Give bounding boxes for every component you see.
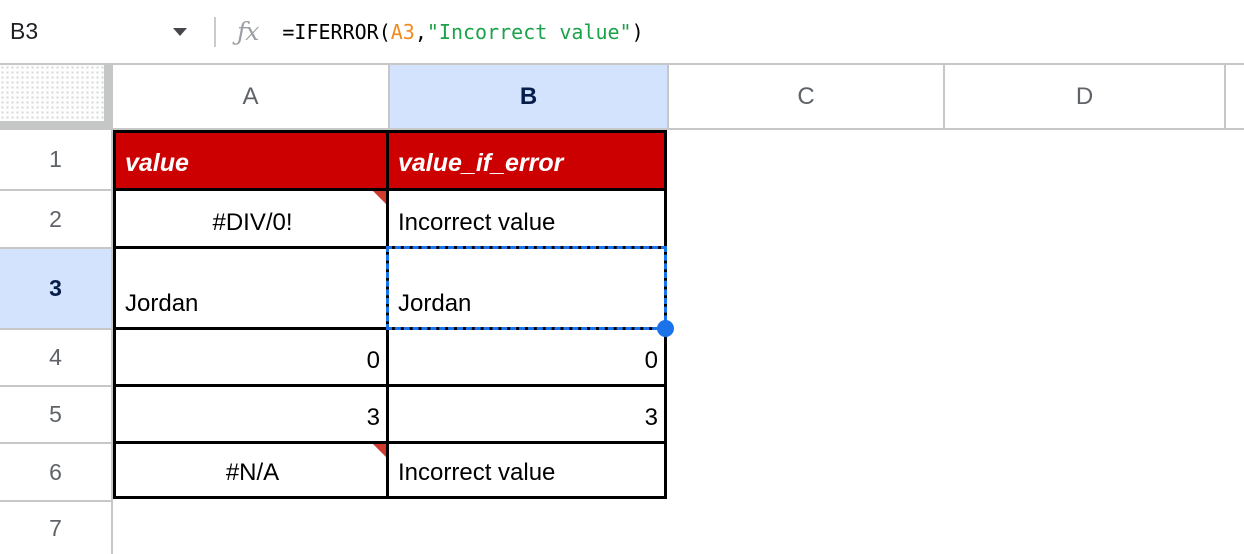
toolbar-divider [214, 16, 216, 47]
cell-b6[interactable]: Incorrect value [389, 444, 664, 496]
column-header-c[interactable]: C [667, 65, 943, 128]
column-header-d[interactable]: D [943, 65, 1224, 128]
cell-b2[interactable]: Incorrect value [389, 191, 664, 246]
formula-input[interactable]: =IFERROR(A3,"Incorrect value") [282, 20, 643, 44]
note-corner-icon [373, 444, 386, 457]
row-header-3[interactable]: 3 [0, 249, 111, 330]
row-header-5[interactable]: 5 [0, 387, 111, 444]
cell-a6-text: #N/A [225, 459, 280, 486]
formula-token-string: "Incorrect value" [426, 19, 632, 44]
formula-token: =IFERROR( [282, 19, 391, 44]
name-box[interactable]: B3 [0, 12, 196, 52]
formula-toolbar: B3 ƒx =IFERROR(A3,"Incorrect value") [0, 0, 1244, 65]
cell-b1[interactable]: value_if_error [389, 133, 664, 188]
cell-a2-text: #DIV/0! [212, 209, 293, 236]
formula-token-range: A3 [390, 19, 415, 44]
function-fx-icon: ƒx [237, 17, 259, 46]
row-header-7[interactable]: 7 [49, 514, 62, 541]
select-all-corner[interactable] [0, 65, 113, 130]
cell-b3[interactable]: Jordan [389, 249, 664, 327]
row-headers: 1 2 3 4 5 6 7 [0, 130, 113, 554]
cell-a4[interactable]: 0 [116, 330, 386, 384]
cell-b4[interactable]: 0 [389, 330, 664, 384]
cell-a6[interactable]: #N/A [116, 444, 386, 496]
row-header-1[interactable]: 1 [0, 130, 111, 191]
cell-a3[interactable]: Jordan [116, 249, 386, 327]
cell-b5[interactable]: 3 [389, 387, 664, 441]
chevron-down-icon[interactable] [173, 27, 187, 36]
row-header-2[interactable]: 2 [0, 191, 111, 249]
cell-a1[interactable]: value [116, 133, 386, 188]
column-header-e-partial[interactable] [1224, 65, 1244, 128]
column-headers: A B C D [113, 65, 1244, 130]
note-corner-icon [373, 191, 386, 204]
row-header-6[interactable]: 6 [0, 444, 111, 502]
column-header-b[interactable]: B [388, 65, 667, 128]
cell-reference[interactable]: B3 [10, 18, 39, 44]
formula-token: , [414, 19, 427, 44]
formula-token: ) [631, 19, 644, 44]
data-table: value value_if_error #DIV/0! Incorrect v… [113, 130, 667, 499]
cell-a2[interactable]: #DIV/0! [116, 191, 386, 246]
row-header-4[interactable]: 4 [0, 330, 111, 387]
cell-a5[interactable]: 3 [116, 387, 386, 441]
selection-handle[interactable] [657, 320, 674, 337]
column-header-a[interactable]: A [242, 82, 259, 110]
